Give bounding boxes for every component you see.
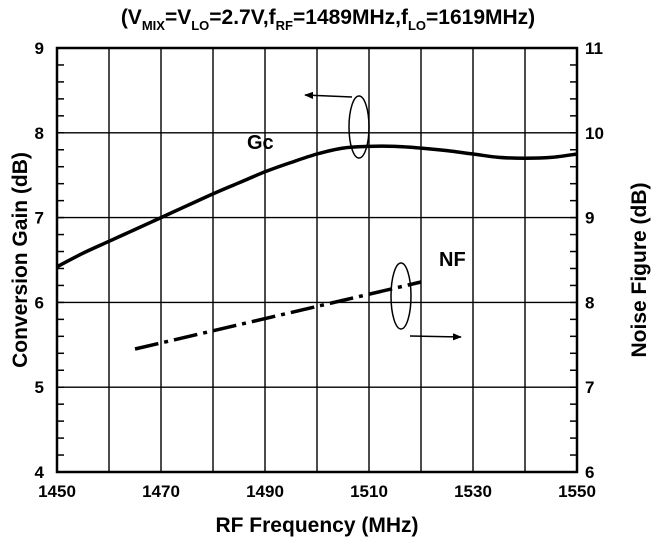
title-part: MIX <box>142 18 165 33</box>
nf-series-label: NF <box>439 249 466 271</box>
gc-axis-arrow <box>304 91 353 99</box>
gc-grouping-ellipse <box>348 95 370 159</box>
title-part: LO <box>408 18 426 33</box>
title-part: =1489MHz,f <box>293 6 409 29</box>
axis-ticks <box>57 64 577 456</box>
plot-frame <box>55 46 579 474</box>
x-tick-label: 1510 <box>350 482 388 501</box>
y-left-tick-label: 7 <box>35 209 44 228</box>
y-left-tick-label: 6 <box>35 293 44 312</box>
gc-annotation: Gc <box>247 91 370 159</box>
chart-title: (VMIX=VLO=2.7V,fRF=1489MHz,fLO=1619MHz) <box>121 6 535 33</box>
nf-grouping-ellipse <box>390 262 412 330</box>
x-tick-label: 1470 <box>142 482 180 501</box>
title-part: (V <box>121 6 142 29</box>
y-left-tick-label: 5 <box>35 378 44 397</box>
y-right-tick-label: 8 <box>585 293 594 312</box>
series-layer <box>56 144 578 351</box>
y-right-tick-label: 7 <box>585 378 594 397</box>
title-part: LO <box>191 18 209 33</box>
y-right-tick-label: 9 <box>585 209 594 228</box>
x-axis-label: RF Frequency (MHz) <box>215 514 418 537</box>
series-line-gc <box>56 144 578 269</box>
y-right-tick-label: 10 <box>585 124 604 143</box>
y-left-tick-label: 9 <box>35 39 44 58</box>
series-line-nf <box>134 280 422 351</box>
tick-labels: 1450 1470 1490 1510 1530 1550 4 5 6 7 8 9 6 7 8 9 10 11 <box>35 39 604 501</box>
x-tick-label: 1450 <box>38 482 76 501</box>
y-axis-label-right: Noise Figure (dB) <box>628 182 651 357</box>
y-right-tick-label: 11 <box>585 39 603 58</box>
title-part: RF <box>276 18 293 33</box>
title-part: =1619MHz) <box>426 6 535 29</box>
nf-annotation: NF <box>390 249 466 341</box>
gc-series-label: Gc <box>247 132 274 154</box>
x-tick-label: 1550 <box>558 482 596 501</box>
x-tick-label: 1490 <box>246 482 284 501</box>
title-part: =2.7V,f <box>209 6 276 29</box>
y-left-tick-label: 8 <box>35 124 44 143</box>
grid <box>57 48 577 472</box>
title-part: =V <box>165 6 191 29</box>
nf-axis-arrow <box>409 333 462 341</box>
y-right-tick-label: 6 <box>585 463 594 482</box>
x-tick-label: 1530 <box>454 482 492 501</box>
y-axis-label-left: Conversion Gain (dB) <box>9 152 32 368</box>
y-left-tick-label: 4 <box>35 463 45 482</box>
